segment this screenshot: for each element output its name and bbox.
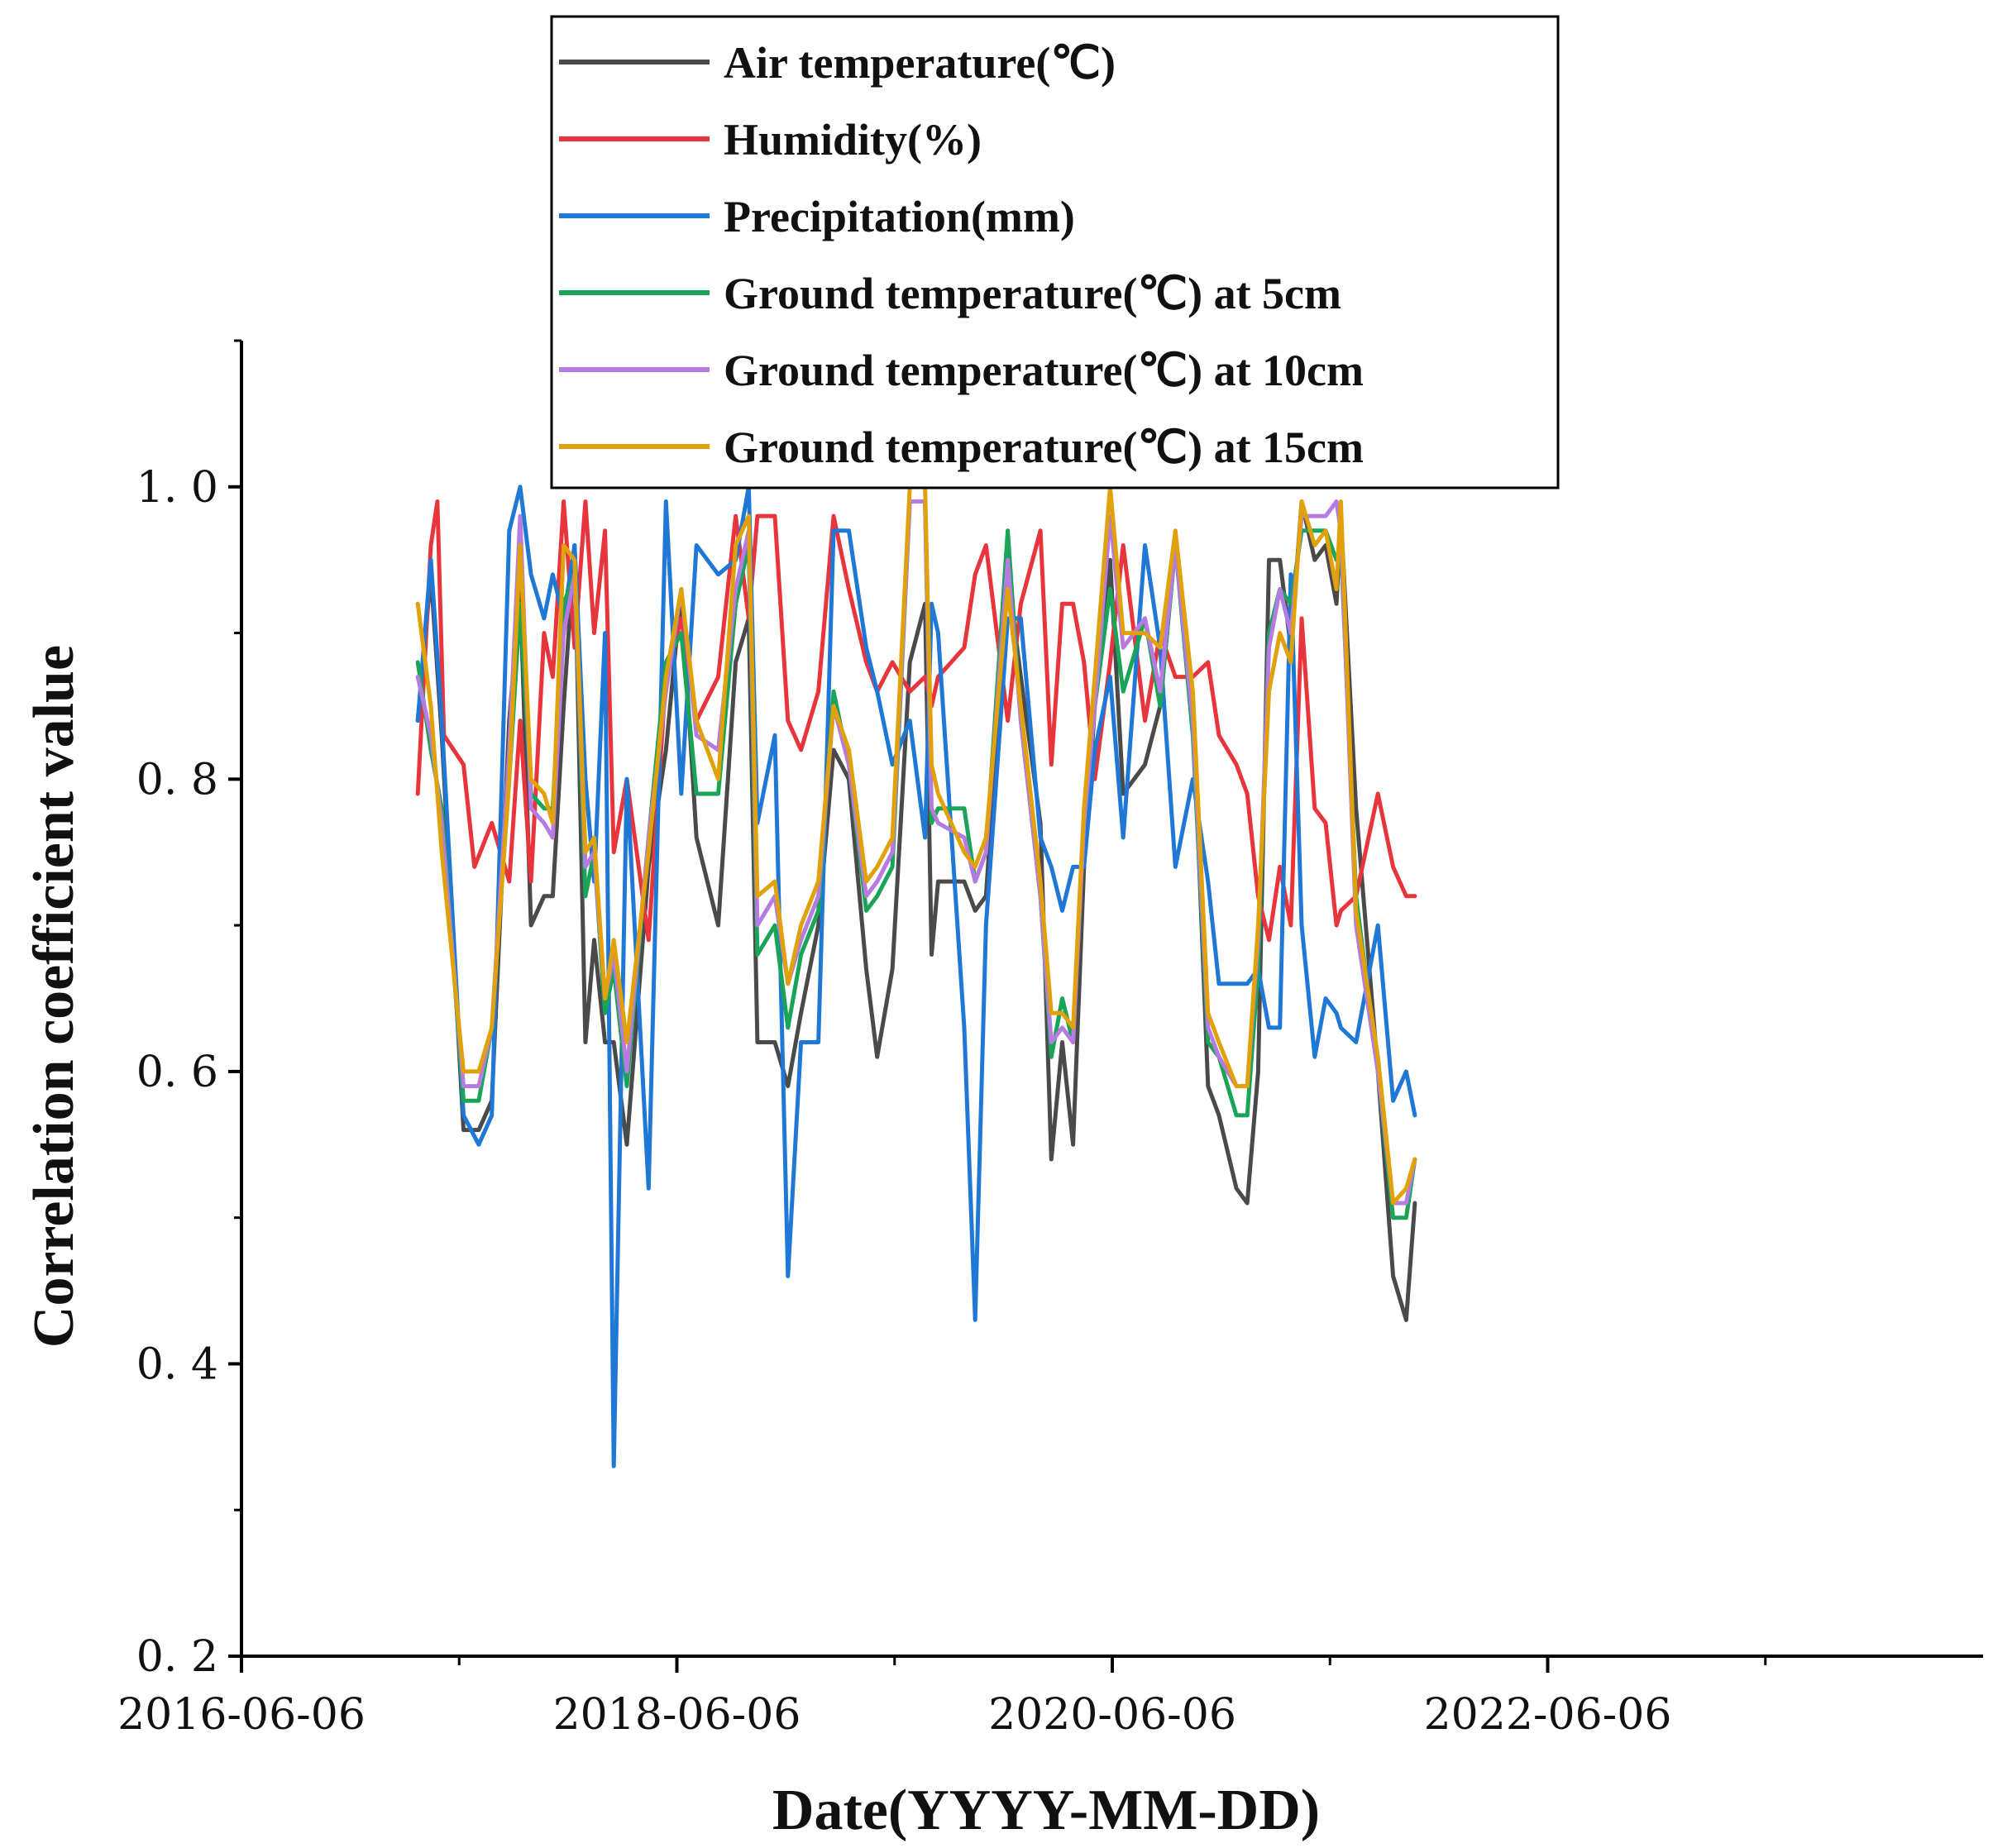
x-axis-title: Date(YYYY-MM-DD) <box>772 1779 1320 1842</box>
x-tick-label: 2016-06-06 <box>117 1690 366 1740</box>
x-tick-label: 2020-06-06 <box>988 1690 1236 1740</box>
series-layer <box>415 485 1417 1468</box>
legend-label: Ground temperature(℃) at 10cm <box>724 346 1364 395</box>
legend-label: Precipitation(mm) <box>724 192 1075 241</box>
legend: Air temperature(℃) Humidity(%) Precipitati… <box>550 15 1560 489</box>
y-tick-label: 0. 2 <box>136 1632 218 1682</box>
legend-items: Air temperature(℃) Humidity(%) Precipitati… <box>559 38 1364 472</box>
y-ticks: 0. 2 0. 4 0. 6 0. 8 1. 0 <box>136 339 241 1682</box>
series-line-6 <box>415 485 1417 1206</box>
legend-box <box>550 15 1560 489</box>
x-ticks: 2016-06-06 2018-06-06 2020-06-06 2022-06-06 <box>117 1656 1767 1740</box>
y-tick-label: 0. 6 <box>136 1048 218 1097</box>
legend-label: Ground temperature(℃) at 15cm <box>724 423 1364 472</box>
legend-label: Air temperature(℃) <box>724 38 1116 88</box>
series-line-5 <box>415 499 1417 1206</box>
x-tick-label: 2022-06-06 <box>1424 1690 1672 1740</box>
y-tick-label: 0. 4 <box>136 1339 218 1389</box>
x-tick-label: 2018-06-06 <box>553 1690 801 1740</box>
y-axis-title: Correlation coefficient value <box>22 645 86 1348</box>
legend-label: Humidity(%) <box>724 115 982 165</box>
y-tick-label: 1. 0 <box>136 463 218 513</box>
legend-label: Ground temperature(℃) at 5cm <box>724 269 1341 318</box>
y-tick-label: 0. 8 <box>136 755 218 805</box>
